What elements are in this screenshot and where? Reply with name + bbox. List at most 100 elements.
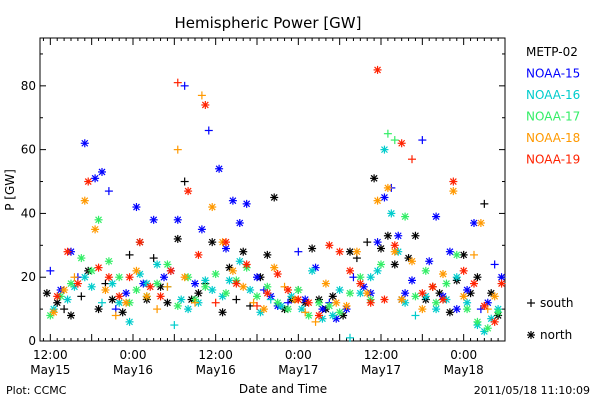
data-point-south: [266, 295, 275, 304]
data-point-north: [459, 250, 468, 259]
data-point-north: [108, 295, 117, 304]
data-point-north: [470, 279, 478, 288]
data-point-north: [108, 279, 117, 288]
data-point-north: [163, 298, 172, 307]
data-point-north: [228, 266, 237, 275]
data-point-north: [222, 289, 230, 298]
data-point-north: [63, 247, 72, 256]
data-point-north: [218, 308, 227, 317]
data-point-north: [459, 292, 468, 301]
data-point-north: [335, 308, 344, 317]
data-point-north: [421, 266, 430, 275]
data-point-north: [194, 250, 203, 259]
legend-entry: NOAA-15: [526, 67, 580, 81]
data-point-north: [228, 196, 237, 205]
data-point-north: [352, 247, 361, 256]
data-point-north: [380, 295, 389, 304]
x-tick-label-time: 12:00: [198, 348, 233, 362]
data-point-north: [194, 289, 203, 298]
data-point-north: [380, 193, 389, 202]
data-point-south: [173, 78, 182, 87]
data-point-south: [70, 273, 79, 282]
data-point-north: [94, 215, 103, 224]
y-tick-label: 0: [28, 334, 36, 348]
data-point-north: [173, 215, 182, 224]
data-point-north: [104, 273, 113, 282]
data-point-north: [270, 193, 279, 202]
data-point-south: [294, 247, 303, 256]
series-noaa-16: [49, 145, 503, 342]
data-point-north: [101, 285, 110, 294]
data-point-north: [527, 331, 535, 339]
legend-entry: NOAA-16: [526, 88, 580, 102]
data-point-north: [397, 295, 406, 304]
data-point-north: [428, 282, 437, 291]
data-point-north: [390, 247, 399, 256]
data-point-north: [452, 305, 461, 314]
data-point-north: [84, 177, 93, 186]
data-point-north: [397, 139, 406, 148]
data-point-north: [184, 187, 193, 196]
data-point-north: [201, 100, 210, 109]
data-point-north: [91, 174, 100, 183]
data-point-north: [263, 289, 272, 298]
data-point-north: [180, 273, 189, 282]
data-point-north: [87, 266, 96, 275]
data-point-north: [60, 285, 69, 294]
data-point-north: [215, 164, 224, 173]
data-point-south: [408, 155, 416, 164]
data-point-north: [325, 241, 334, 250]
data-point-north: [197, 225, 206, 234]
series-noaa-18: [49, 91, 499, 326]
data-point-north: [470, 218, 478, 227]
legend-marker-label: south: [540, 296, 574, 310]
data-point-north: [418, 305, 427, 314]
data-point-north: [463, 305, 472, 314]
data-point-north: [383, 183, 392, 192]
data-point-south: [383, 129, 392, 138]
data-point-north: [445, 247, 454, 256]
data-point-south: [98, 298, 106, 307]
data-point-south: [527, 299, 535, 307]
data-point-north: [284, 305, 292, 314]
data-point-north: [490, 317, 499, 326]
data-point-north: [473, 317, 482, 326]
data-point-north: [346, 247, 354, 256]
data-point-north: [335, 247, 344, 256]
data-point-north: [53, 298, 62, 307]
data-point-south: [311, 317, 320, 326]
data-point-south: [232, 295, 241, 304]
data-point-north: [439, 295, 447, 304]
x-axis: 12:00May150:00May1612:00May160:00May1712…: [30, 38, 506, 377]
y-tick-label: 80: [21, 79, 36, 93]
data-point-north: [273, 298, 282, 307]
data-point-north: [370, 174, 379, 183]
data-point-north: [91, 225, 100, 234]
y-axis: 0 20 40 60 80: [21, 53, 505, 348]
data-point-north: [490, 292, 499, 301]
data-point-north: [408, 276, 416, 285]
data-point-south: [411, 311, 420, 320]
x-tick-label-date: May17: [278, 363, 318, 377]
data-point-north: [222, 244, 230, 253]
x-tick-label-time: 0:00: [450, 348, 477, 362]
data-point-north: [142, 292, 151, 301]
data-point-north: [325, 301, 334, 310]
x-axis-label: Date and Time: [239, 382, 327, 396]
data-point-north: [294, 285, 303, 294]
data-point-north: [67, 279, 75, 288]
data-point-north: [211, 270, 220, 279]
data-point-north: [49, 308, 58, 317]
data-point-north: [80, 139, 89, 148]
data-point-south: [211, 298, 220, 307]
data-point-north: [156, 292, 165, 301]
data-point-south: [46, 266, 55, 275]
data-point-north: [284, 285, 292, 294]
data-point-south: [170, 321, 179, 330]
data-point-north: [476, 218, 485, 227]
data-point-north: [356, 289, 365, 298]
data-point-north: [242, 199, 251, 208]
x-tick-label-date: May15: [30, 363, 70, 377]
series-noaa-17: [46, 129, 503, 333]
data-point-north: [473, 273, 482, 282]
